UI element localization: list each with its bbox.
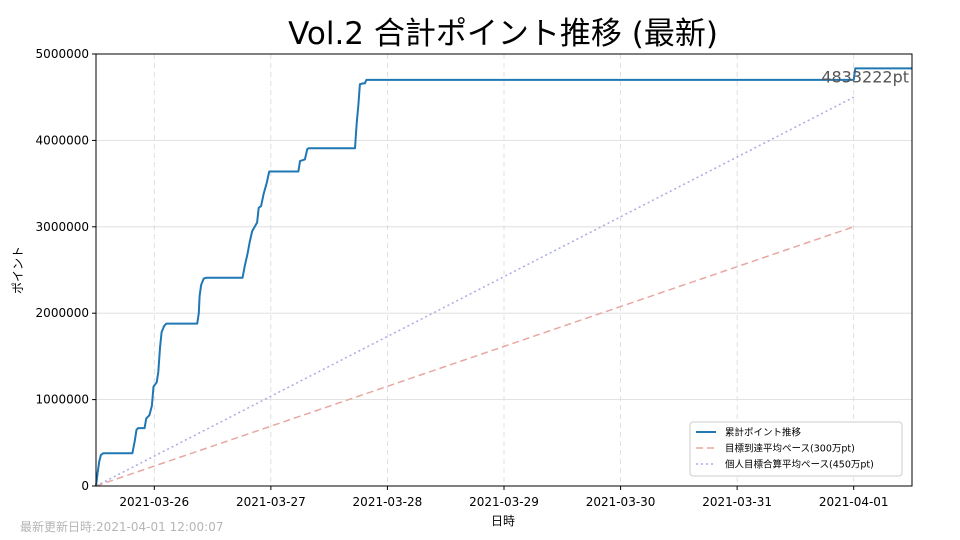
x-tick-label: 2021-03-30: [586, 495, 656, 509]
y-tick-label: 1000000: [36, 393, 89, 407]
y-tick-label: 3000000: [36, 220, 89, 234]
y-tick-label: 5000000: [36, 47, 89, 61]
x-tick-label: 2021-03-31: [702, 495, 772, 509]
y-tick-label: 2000000: [36, 306, 89, 320]
x-axis-label: 日時: [491, 514, 515, 528]
series-line: [95, 67, 912, 487]
series-line: [95, 226, 854, 487]
series-line: [95, 96, 855, 487]
legend-entry: 累計ポイント推移: [725, 427, 802, 439]
x-tick-label: 2021-04-01: [819, 495, 889, 509]
legend-box: [689, 421, 903, 477]
legend-entry: 目標到達平均ペース(300万pt): [725, 443, 855, 455]
plot-series: [95, 67, 912, 487]
axis-ticks: 0 1000000 2000000 3000000 4000000 5000000 2021…: [36, 47, 889, 509]
last-updated-timestamp: 2021-04-01 12:00:07: [96, 520, 224, 534]
grid: [96, 53, 912, 487]
last-updated-label: 最新更新日時:: [20, 520, 97, 534]
y-axis-label: ポイント: [11, 246, 25, 294]
x-tick-label: 2021-03-29: [469, 495, 539, 509]
x-tick-label: 2021-03-26: [119, 495, 189, 509]
last-updated-footer: 最新更新日時:2021-04-01 12:00:07: [20, 518, 224, 535]
x-tick-label: 2021-03-28: [353, 495, 423, 509]
y-tick-label: 4000000: [36, 133, 89, 147]
legend-entry: 個人目標合算平均ペース(450万pt): [725, 459, 874, 471]
chart-title: Vol.2 合計ポイント推移 (最新): [288, 16, 718, 52]
final-value-label: 4833222pt: [821, 67, 909, 86]
x-tick-label: 2021-03-27: [236, 495, 306, 509]
y-tick-label: 0: [81, 479, 89, 493]
